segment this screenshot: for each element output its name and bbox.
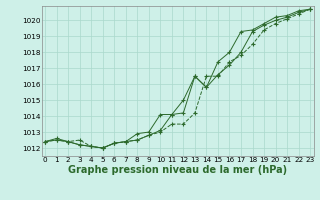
X-axis label: Graphe pression niveau de la mer (hPa): Graphe pression niveau de la mer (hPa) — [68, 165, 287, 175]
